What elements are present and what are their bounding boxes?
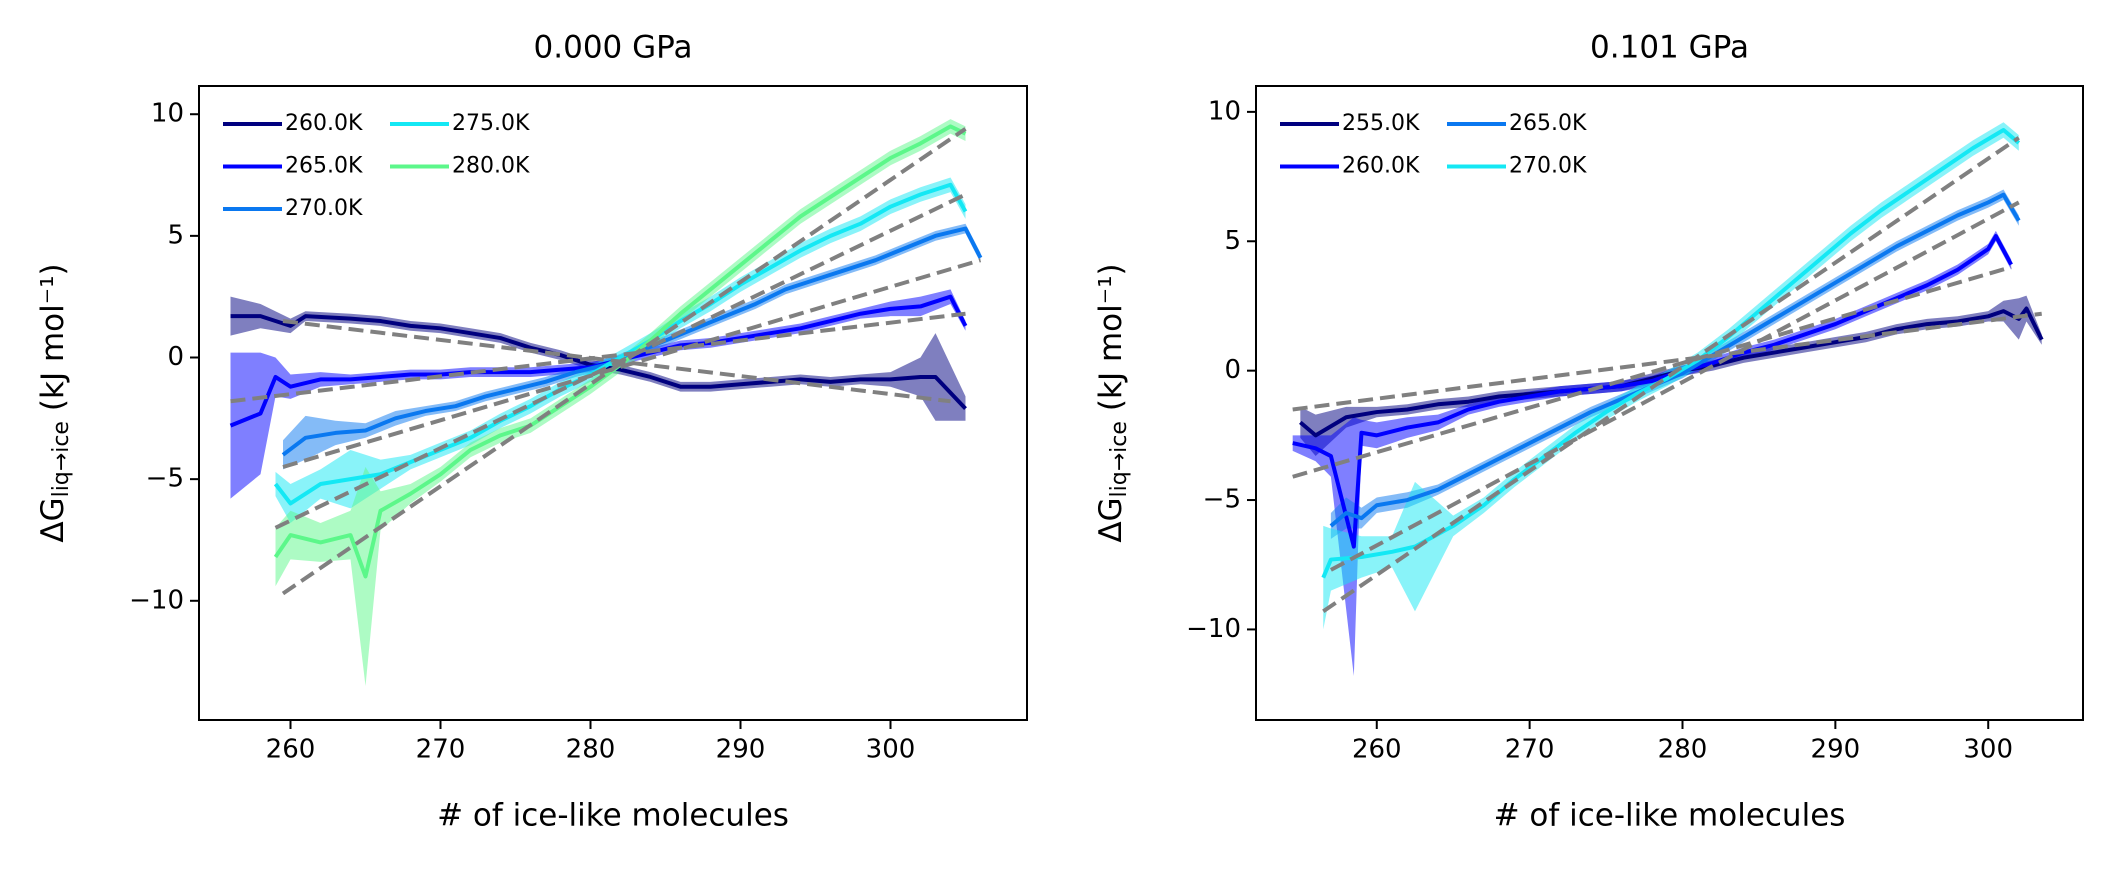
plot-area bbox=[1292, 122, 2044, 677]
x-tick-label: 270 bbox=[1505, 735, 1555, 765]
legend-label: 265.0K bbox=[285, 154, 363, 179]
legend-label: 270.0K bbox=[1509, 154, 1587, 179]
fit-line bbox=[1292, 265, 2012, 479]
x-tick-label: 260 bbox=[1352, 735, 1402, 765]
series-line bbox=[1292, 234, 2013, 549]
x-tick-label: 280 bbox=[1658, 735, 1708, 765]
axes-frame bbox=[1255, 85, 2084, 721]
axes-frame bbox=[198, 85, 1028, 721]
subplot: 260 270 280 290 300 −10 −5 0 5 10 0.000 GPa # of ic… bbox=[35, 30, 1028, 834]
y-label-unit: (kJ mol⁻¹) bbox=[35, 263, 71, 411]
legend-label: 275.0K bbox=[452, 111, 530, 136]
y-tick-label: −10 bbox=[1186, 614, 1241, 644]
y-tick-label: 10 bbox=[151, 99, 184, 129]
error-band bbox=[275, 119, 966, 686]
y-tick-label: −5 bbox=[1203, 485, 1241, 515]
subplot-title: 0.000 GPa bbox=[534, 30, 693, 66]
x-tick-label: 290 bbox=[1811, 735, 1861, 765]
x-tick-label: 280 bbox=[566, 735, 616, 765]
x-tick-label: 300 bbox=[1963, 735, 2013, 765]
legend-label: 260.0K bbox=[285, 111, 363, 136]
y-label-main: ΔG bbox=[35, 497, 71, 542]
y-tick-label: 0 bbox=[167, 342, 184, 372]
subplot-title: 0.101 GPa bbox=[1590, 30, 1749, 66]
y-tick-label: 5 bbox=[167, 220, 184, 250]
y-tick-label: 10 bbox=[1208, 96, 1241, 126]
series-line bbox=[273, 124, 967, 579]
fit-line bbox=[1322, 136, 2020, 613]
fit-line bbox=[281, 127, 967, 596]
y-tick-label: 0 bbox=[1224, 355, 1241, 385]
fit-line bbox=[282, 258, 982, 469]
error-band bbox=[283, 223, 981, 470]
y-label-sub: liq→ice bbox=[49, 421, 74, 497]
fit-line bbox=[1329, 200, 2020, 572]
legend-label: 265.0K bbox=[1509, 111, 1587, 136]
subplot: 260 270 280 290 300 −10 −5 0 5 10 0.101 GPa # of ic… bbox=[1093, 30, 2084, 834]
legend-label: 260.0K bbox=[1342, 154, 1420, 179]
x-tick-label: 300 bbox=[866, 735, 916, 765]
x-tick-label: 270 bbox=[416, 735, 466, 765]
y-tick-label: 5 bbox=[1224, 226, 1241, 256]
fit-line bbox=[230, 311, 966, 404]
legend-label: 280.0K bbox=[452, 154, 530, 179]
x-axis-label: # of ice-like molecules bbox=[1494, 798, 1846, 834]
x-tick-label: 260 bbox=[266, 735, 316, 765]
y-tick-label: −5 bbox=[146, 464, 184, 494]
error-band bbox=[1292, 230, 2012, 677]
fit-line bbox=[274, 192, 967, 530]
series-line bbox=[273, 182, 968, 506]
y-label-unit: (kJ mol⁻¹) bbox=[1093, 263, 1129, 411]
y-tick-label: −10 bbox=[129, 585, 184, 615]
fit-line bbox=[1292, 311, 2042, 412]
x-axis-label: # of ice-like molecules bbox=[437, 798, 789, 834]
y-label-sub: liq→ice bbox=[1107, 421, 1132, 497]
y-label-main: ΔG bbox=[1093, 497, 1129, 542]
x-tick-label: 290 bbox=[716, 735, 766, 765]
y-axis-label: ΔGliq→ice (kJ mol⁻¹) bbox=[1093, 263, 1133, 542]
legend-label: 270.0K bbox=[285, 196, 363, 221]
error-band bbox=[275, 177, 966, 523]
plot-area bbox=[229, 119, 983, 686]
y-axis-label: ΔGliq→ice (kJ mol⁻¹) bbox=[35, 263, 75, 542]
legend-label: 255.0K bbox=[1342, 111, 1420, 136]
